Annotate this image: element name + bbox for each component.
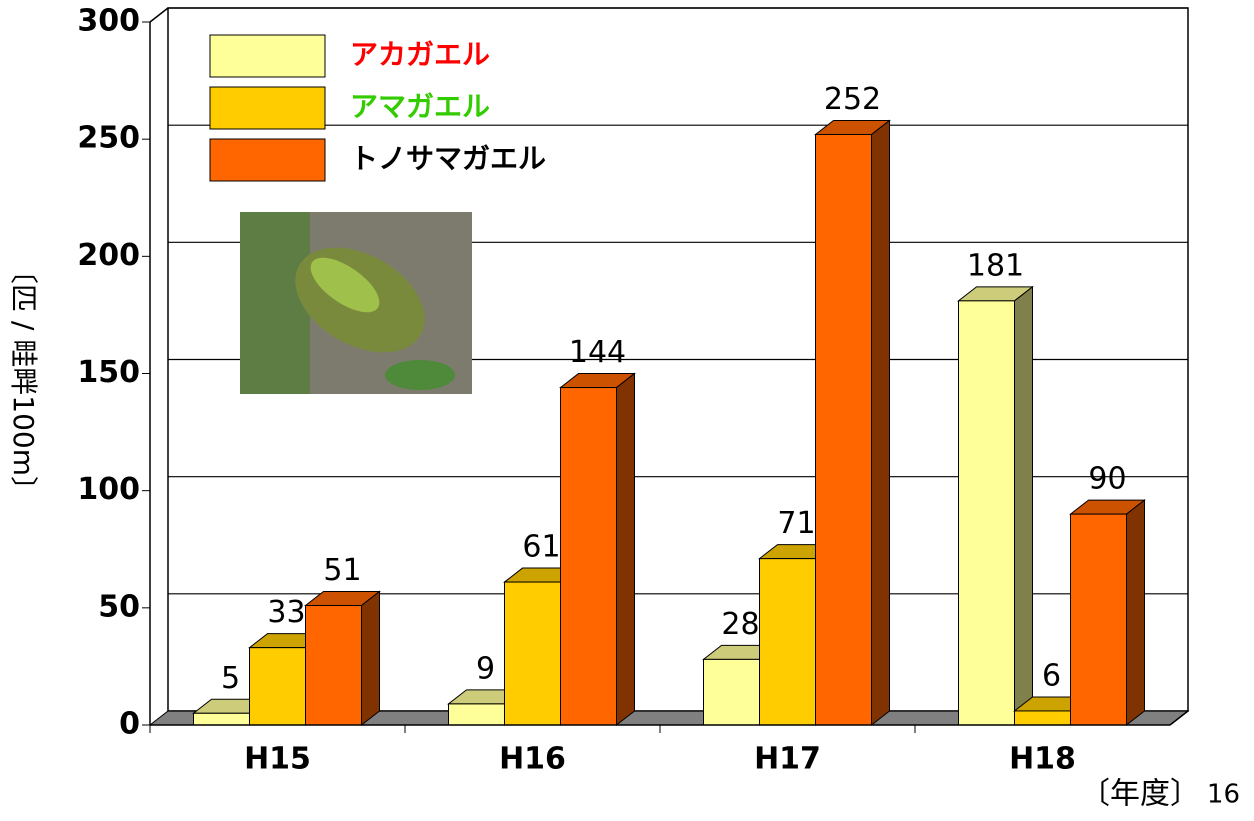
bar xyxy=(704,659,760,725)
bar xyxy=(1071,514,1127,725)
bar-side xyxy=(1127,500,1145,725)
data-label: 33 xyxy=(267,595,305,630)
data-label: 9 xyxy=(476,651,495,686)
bar xyxy=(1015,711,1071,725)
legend-swatch xyxy=(210,87,325,129)
data-label: 144 xyxy=(569,335,626,370)
data-label: 71 xyxy=(777,506,815,541)
y-tick-label: 50 xyxy=(98,589,140,624)
y-tick-label: 300 xyxy=(77,4,140,39)
bar xyxy=(959,301,1015,725)
y-axis-title: 〔匹 / 畦畔100m〕 xyxy=(7,256,40,504)
photo-leaf xyxy=(385,360,455,390)
x-tick-label: H16 xyxy=(499,742,566,777)
bar-side xyxy=(617,374,635,725)
bar-side xyxy=(1015,287,1033,725)
bar xyxy=(505,582,561,725)
y-tick-label: 150 xyxy=(77,355,140,390)
legend-label: アマガエル xyxy=(350,90,490,123)
data-label: 252 xyxy=(824,82,881,117)
bar xyxy=(449,704,505,725)
photo-grass xyxy=(240,212,310,394)
data-label: 5 xyxy=(221,661,240,696)
legend-swatch xyxy=(210,139,325,181)
data-label: 181 xyxy=(967,248,1024,283)
x-tick-label: H17 xyxy=(754,742,821,777)
photo xyxy=(240,212,472,394)
side-wall-edge xyxy=(150,8,168,22)
y-tick-label: 0 xyxy=(119,707,140,742)
page: 050100150200250300 〔年度〕 16 〔匹 / 畦畔100m〕 … xyxy=(0,0,1254,821)
bar xyxy=(194,713,250,725)
bar xyxy=(250,648,306,725)
data-label: 61 xyxy=(522,530,560,565)
x-axis-title: 〔年度〕 xyxy=(1080,777,1200,812)
bar xyxy=(561,388,617,725)
legend-label: アカガエル xyxy=(350,38,490,71)
bar xyxy=(816,134,872,725)
data-label: 90 xyxy=(1088,462,1126,497)
bar xyxy=(306,605,362,725)
data-label: 51 xyxy=(323,553,361,588)
y-tick-label: 200 xyxy=(77,238,140,273)
data-label: 6 xyxy=(1042,658,1061,693)
legend-label: トノサマガエル xyxy=(350,142,546,175)
page-number: 16 xyxy=(1207,780,1240,810)
legend-swatch xyxy=(210,35,325,77)
x-tick-label: H15 xyxy=(244,742,311,777)
x-tick-label: H18 xyxy=(1009,742,1076,777)
y-tick-label: 100 xyxy=(77,472,140,507)
bar-side xyxy=(362,591,380,725)
bar-side xyxy=(872,120,890,725)
y-tick-label: 250 xyxy=(77,121,140,156)
bar xyxy=(760,559,816,725)
chart: 050100150200250300 〔年度〕 16 〔匹 / 畦畔100m〕 … xyxy=(0,0,1254,821)
data-label: 28 xyxy=(721,607,759,642)
